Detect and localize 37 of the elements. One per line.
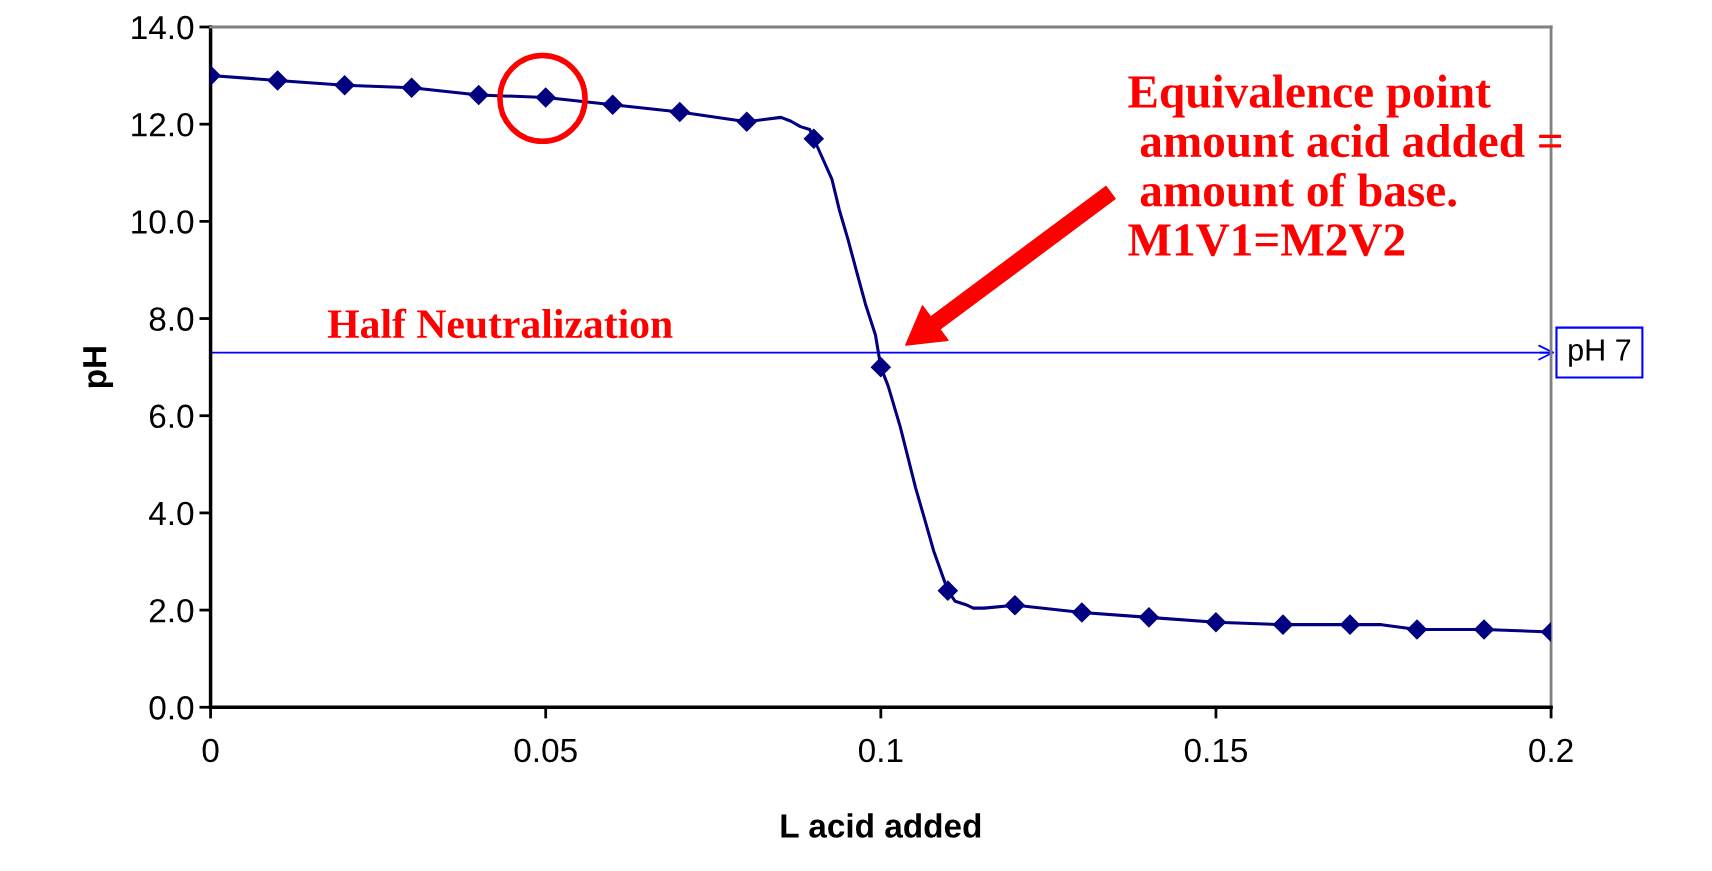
annotation: Half Neutralization xyxy=(327,308,673,339)
x-tick-label: 0.05 xyxy=(514,738,577,763)
point xyxy=(468,84,489,106)
y-tick-label: 14.0 xyxy=(132,15,194,40)
ref-line-label: pH 7 xyxy=(1569,339,1631,367)
point xyxy=(401,77,422,99)
point xyxy=(334,75,355,96)
x-tick-label: 0.2 xyxy=(1529,738,1573,763)
y-tick-label: 2.0 xyxy=(149,598,194,623)
point xyxy=(1138,607,1160,628)
point xyxy=(937,580,959,601)
point xyxy=(803,128,825,150)
y-axis-title: pH xyxy=(83,347,114,388)
y-tick-label: 12.0 xyxy=(132,112,194,137)
y-tick-label: 0.0 xyxy=(149,696,194,720)
x-tick-label: 0.15 xyxy=(1184,738,1247,763)
annotation: Equivalence point amount acid added = amount of base. M1V1=M2V2 xyxy=(1128,74,1562,257)
point xyxy=(1339,614,1361,635)
point xyxy=(602,94,624,116)
x-tick-label: 0.1 xyxy=(858,738,903,763)
point xyxy=(1071,602,1093,623)
point xyxy=(1205,611,1227,633)
point xyxy=(1272,614,1294,635)
point xyxy=(736,111,758,133)
x-tick-label: 0 xyxy=(202,738,219,763)
y-tick-label: 10.0 xyxy=(132,210,194,234)
y-tick-label: 6.0 xyxy=(149,404,194,429)
y-tick-label: 8.0 xyxy=(149,307,194,331)
point xyxy=(1004,594,1026,616)
point xyxy=(669,101,691,123)
point xyxy=(535,87,556,108)
point xyxy=(1406,619,1428,640)
point xyxy=(1473,619,1495,640)
y-tick-label: 4.0 xyxy=(149,501,194,526)
point xyxy=(267,70,288,91)
point xyxy=(870,356,892,378)
x-axis-title: L acid added xyxy=(781,813,981,838)
